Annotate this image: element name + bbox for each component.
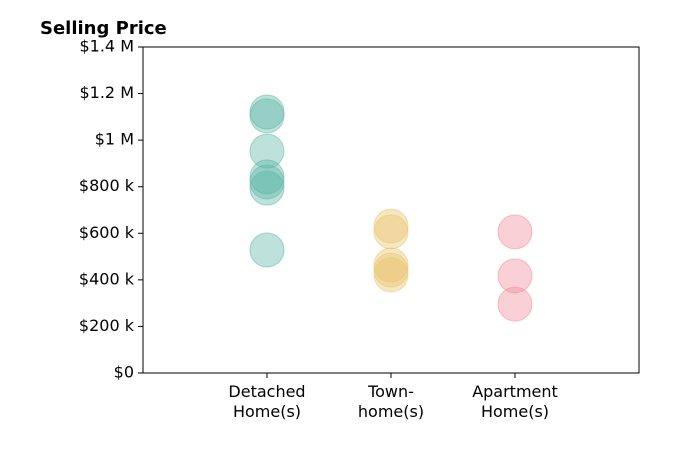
y-tick-label: $0 xyxy=(114,363,134,382)
y-tick-label: $400 k xyxy=(79,269,135,288)
x-tick-label: Apartment Home(s) xyxy=(472,382,558,421)
x-tick-label-line: Home(s) xyxy=(233,402,301,421)
point xyxy=(497,214,533,250)
point xyxy=(373,214,409,250)
point xyxy=(249,159,285,195)
x-tick-label-line: Home(s) xyxy=(481,402,549,421)
chart-title: Selling Price xyxy=(40,18,167,39)
y-tick-label: $800 k xyxy=(79,176,135,195)
point xyxy=(497,286,533,322)
point xyxy=(497,258,533,294)
y-tick-label: $1.4 M xyxy=(79,37,134,56)
x-tick-label-line: Apartment xyxy=(472,382,558,401)
point xyxy=(373,247,409,283)
x-tick-label-line: Town- xyxy=(367,382,414,401)
point xyxy=(249,133,285,169)
x-tick-label: Town-home(s) xyxy=(358,382,424,421)
y-tick-label: $600 k xyxy=(79,223,135,242)
y-tick-label: $1 M xyxy=(95,130,134,149)
x-tick-label-line: Detached xyxy=(228,382,305,401)
x-tick-label: Detached Home(s) xyxy=(228,382,305,421)
y-tick-label: $1.2 M xyxy=(79,83,134,102)
point xyxy=(373,252,409,288)
point xyxy=(249,232,285,268)
y-tick-label: $200 k xyxy=(79,316,135,335)
point xyxy=(373,257,409,293)
x-tick-label-line: home(s) xyxy=(358,402,424,421)
point xyxy=(249,170,285,206)
point xyxy=(249,98,285,134)
